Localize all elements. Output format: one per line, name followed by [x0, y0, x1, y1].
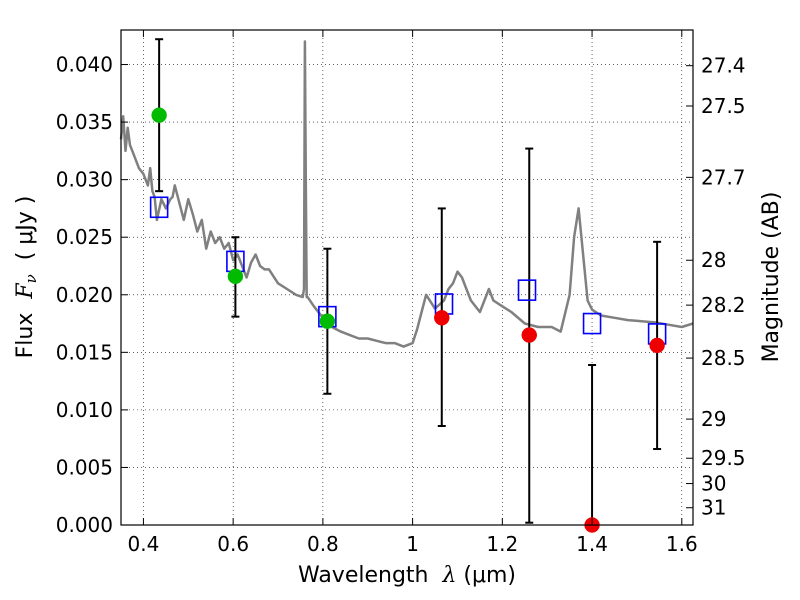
y-tick-label: 0.005 [56, 455, 113, 479]
magnitude-tick-label: 27.4 [701, 54, 746, 78]
x-tick-label: 1.4 [576, 532, 608, 556]
plot-background [121, 30, 693, 525]
magnitude-axis-label: Magnitude (AB) [759, 192, 784, 363]
y-tick-label: 0.015 [56, 340, 113, 364]
x-axis-label-prefix: Wavelength [298, 563, 443, 588]
y-axis-label-unit: ( μJy ) [13, 196, 38, 275]
y-axis-label-symbol: F [13, 283, 38, 300]
magnitude-tick-label: 30 [701, 472, 726, 496]
y-axis-label-subscript: ν [22, 274, 40, 283]
y-tick-label: 0.030 [56, 168, 113, 192]
x-tick-label: 0.8 [307, 532, 339, 556]
x-axis-label-unit: (μm) [456, 563, 516, 588]
x-tick-label: 1 [406, 532, 419, 556]
magnitude-tick-label: 28.2 [701, 293, 746, 317]
y-tick-label: 0.040 [56, 53, 113, 77]
plot-frame [120, 29, 694, 526]
magnitude-tick-label: 31 [701, 496, 726, 520]
magnitude-tick-label: 27.7 [701, 165, 746, 189]
model-spectrum-line [119, 40, 694, 348]
y-axis-label-prefix: Flux [13, 299, 38, 359]
magnitude-tick-label: 28 [701, 248, 726, 272]
model-band-marker [582, 312, 602, 335]
magnitude-tick-label: 27.5 [701, 94, 746, 118]
observed-point [319, 313, 336, 329]
y-tick-label: 0.010 [56, 398, 113, 422]
model-spectrum-layer [119, 40, 694, 348]
observed-point [649, 337, 665, 354]
x-axis-label: Wavelength λ (μm) [298, 563, 516, 588]
x-tick-label: 1.2 [486, 532, 518, 556]
x-tick-label: 1.6 [666, 532, 698, 556]
observed-point-layer [151, 107, 665, 533]
magnitude-tick-label: 29 [701, 407, 726, 431]
y-tick-label: 0.020 [56, 283, 113, 307]
y-axis-label: Flux Fν ( μJy ) [13, 196, 40, 359]
observed-point [434, 310, 450, 326]
magnitude-tick-label: 28.5 [701, 346, 746, 370]
observed-point [521, 327, 538, 343]
x-axis-ticks: 0.4 0.6 0.8 1 1.2 1.4 1.6 [128, 30, 698, 556]
y-axis-ticks: 0.000 0.005 0.010 0.015 0.020 0.025 0.030 0.035… [56, 53, 128, 537]
x-tick-label: 0.4 [128, 532, 160, 556]
y-tick-label: 0.035 [56, 110, 113, 134]
magnitude-tick-label: 29.5 [701, 446, 746, 470]
model-band-marker [517, 279, 537, 301]
y-tick-label: 0.025 [56, 225, 113, 249]
x-axis-label-symbol: λ [441, 563, 456, 588]
model-band-marker [149, 196, 169, 219]
observed-point [151, 107, 167, 123]
x-tick-label: 0.6 [217, 532, 249, 556]
y-tick-label: 0.000 [56, 513, 113, 537]
observed-point [227, 268, 244, 285]
